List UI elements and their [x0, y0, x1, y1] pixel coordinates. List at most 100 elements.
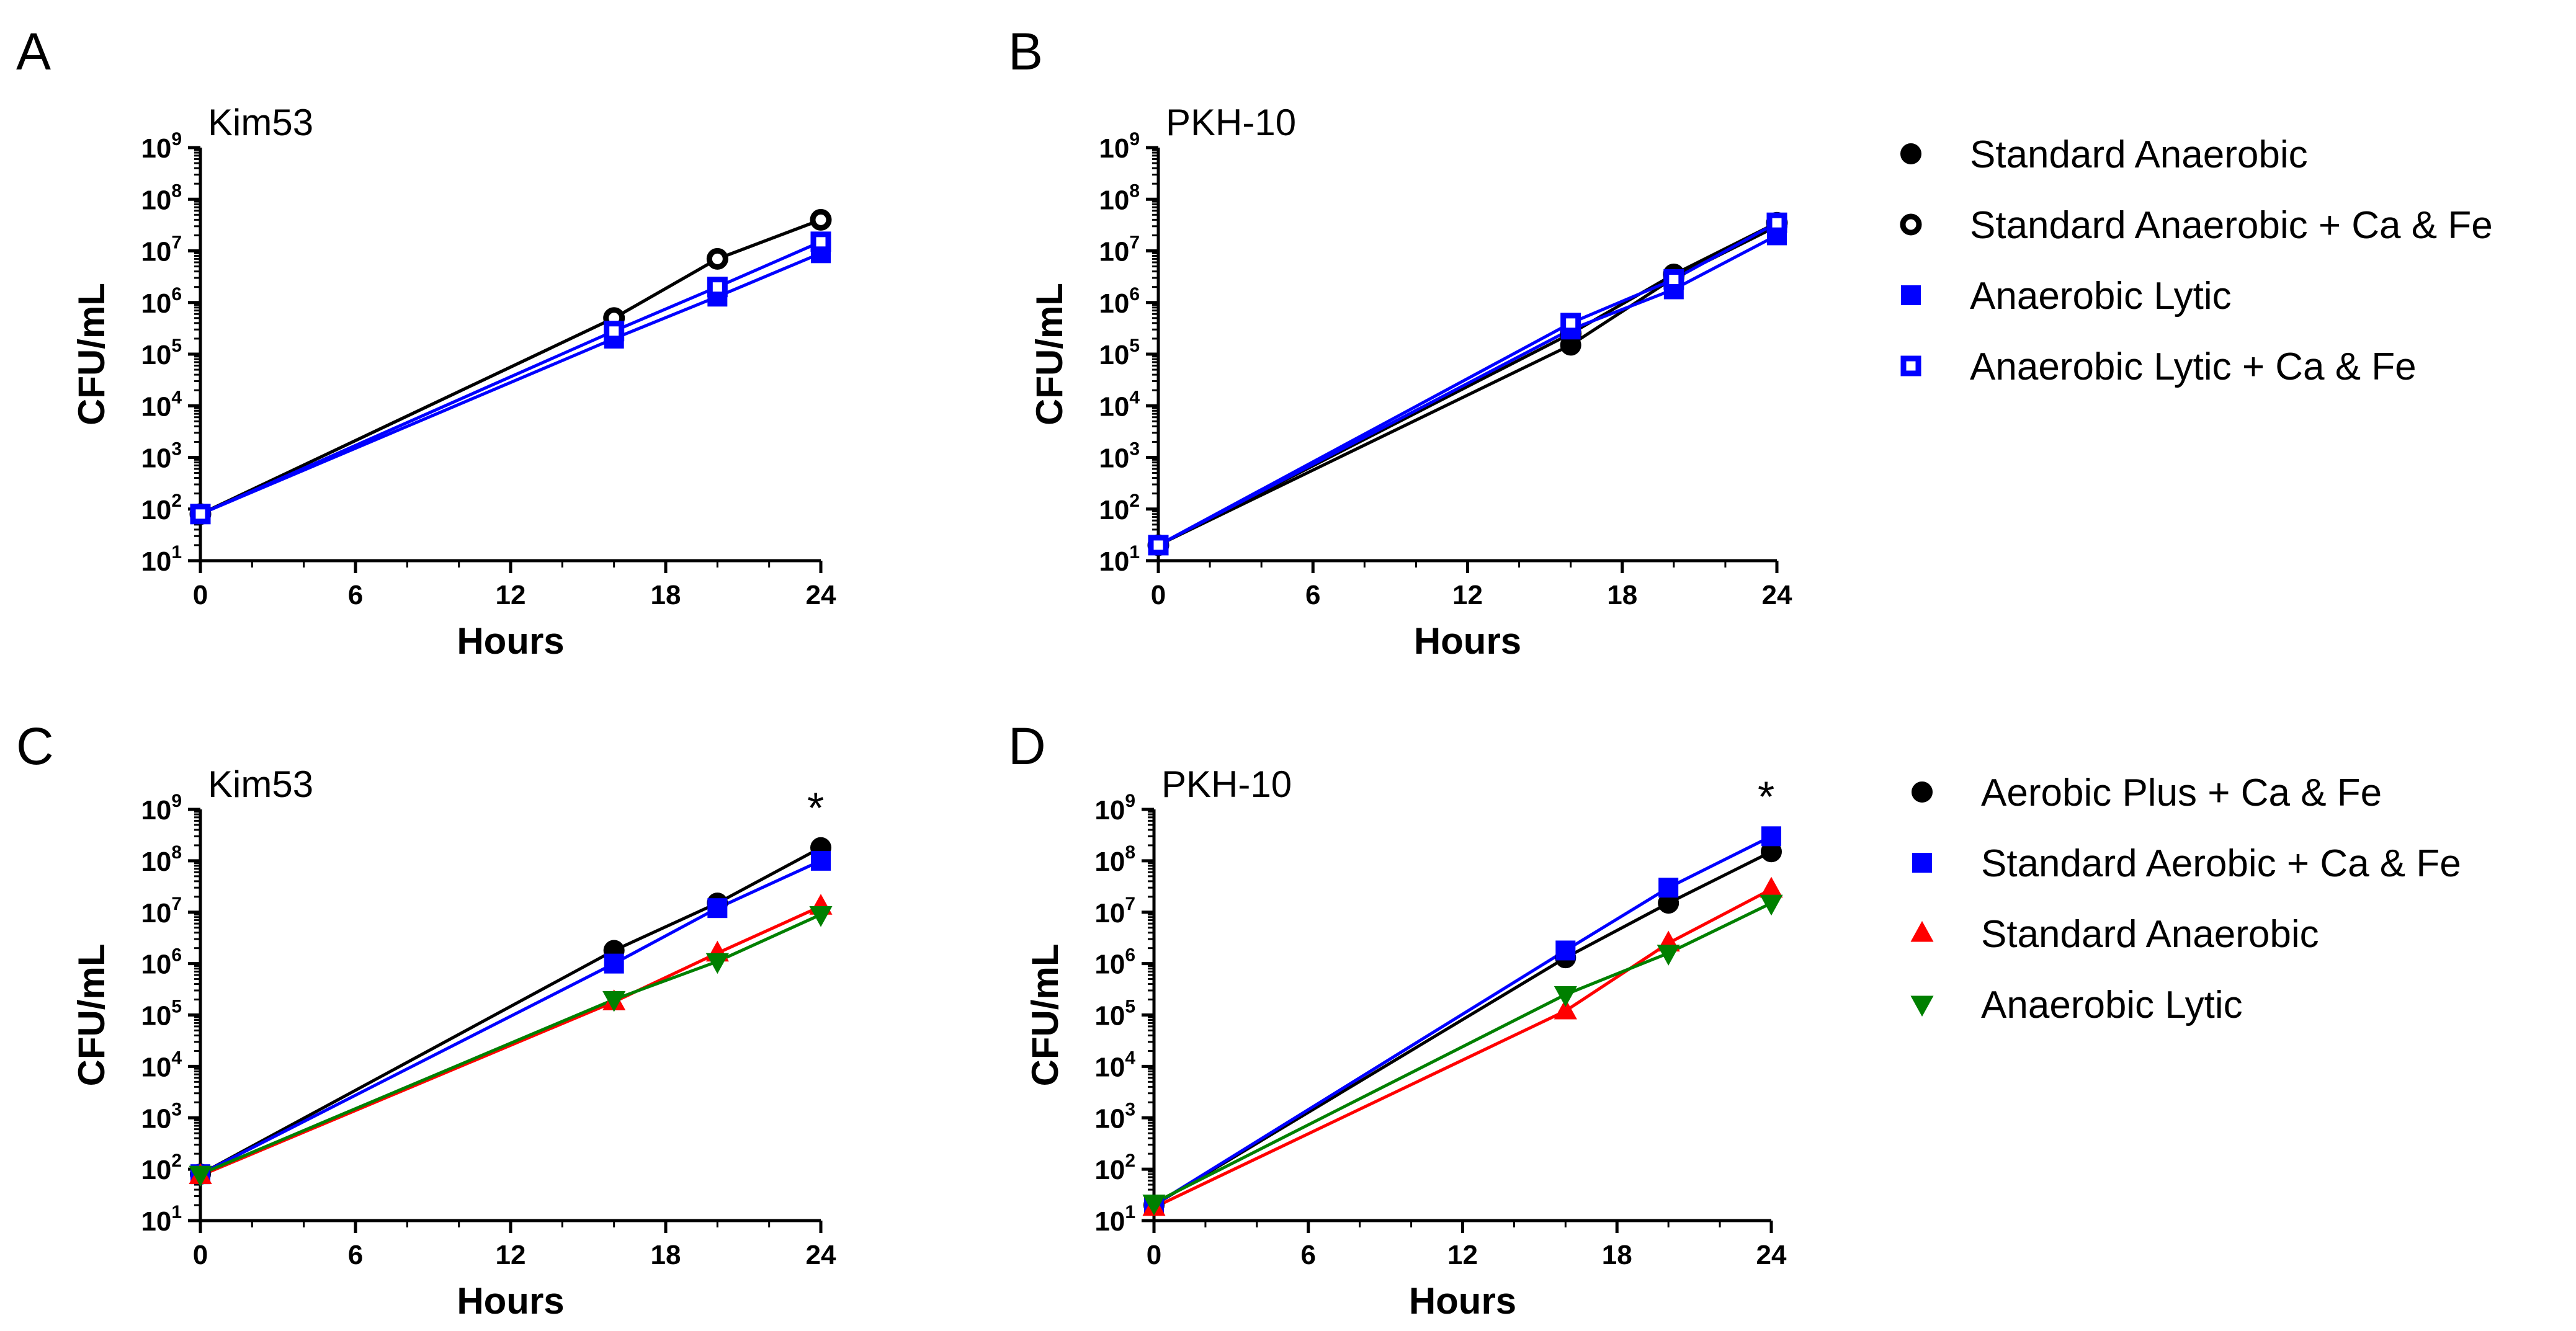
- y-tick-label: 108: [1099, 180, 1140, 215]
- legend-marker: [1910, 995, 1934, 1017]
- y-tick-label: 105: [141, 336, 182, 370]
- series-line-2: [200, 252, 821, 516]
- y-tick-label: 104: [141, 1048, 182, 1082]
- y-tick-label: 104: [1099, 387, 1140, 422]
- x-axis-label: Hours: [1414, 620, 1521, 662]
- x-tick-label: 0: [1147, 1240, 1161, 1270]
- legend-label: Standard Aerobic + Ca & Fe: [1981, 842, 2461, 885]
- y-tick-label: 105: [1099, 336, 1140, 370]
- plot-title: PKH-10: [1161, 763, 1292, 805]
- data-point: [707, 898, 728, 919]
- data-point: [1663, 269, 1684, 290]
- y-tick-label: 106: [141, 284, 182, 319]
- data-point: [706, 247, 728, 270]
- data-point: [190, 504, 211, 525]
- x-tick-label: 6: [348, 1240, 363, 1270]
- data-point: [1761, 826, 1781, 847]
- series-line-0: [1153, 850, 1773, 1207]
- data-point: [811, 850, 831, 871]
- data-point: [1554, 998, 1577, 1020]
- x-tick-label: 24: [806, 1240, 836, 1270]
- x-tick-label: 18: [651, 580, 681, 610]
- legend-marker: [1910, 920, 1934, 942]
- x-tick-label: 12: [1447, 1240, 1478, 1270]
- y-tick-label: 107: [141, 894, 182, 928]
- x-axis-label: Hours: [1409, 1280, 1516, 1322]
- series-line-3: [1153, 901, 1773, 1204]
- data-point: [1658, 878, 1679, 898]
- y-tick-label: 108: [141, 842, 182, 877]
- y-tick-label: 101: [141, 542, 182, 577]
- y-tick-label: 101: [141, 1202, 182, 1237]
- data-point: [705, 953, 729, 974]
- y-tick-label: 109: [1099, 129, 1140, 164]
- data-point: [1657, 945, 1680, 966]
- plot-title: Kim53: [208, 102, 313, 143]
- y-axis-label: CFU/mL: [71, 944, 112, 1087]
- plot-title: Kim53: [208, 763, 313, 805]
- y-tick-label: 102: [141, 1151, 182, 1185]
- legend-label: Anaerobic Lytic + Ca & Fe: [1970, 345, 2417, 388]
- legend-item: Aerobic Plus + Ca & Fe: [1912, 772, 2382, 814]
- x-tick-label: 12: [496, 580, 526, 610]
- x-tick-label: 18: [1607, 580, 1637, 610]
- y-tick-label: 109: [141, 129, 182, 164]
- x-tick-label: 18: [1602, 1240, 1632, 1270]
- data-point: [809, 906, 833, 927]
- legend-item: Standard Anaerobic: [1910, 913, 2319, 956]
- data-point: [602, 991, 626, 1012]
- series-line-1: [199, 218, 821, 516]
- y-tick-label: 104: [141, 387, 182, 422]
- series-line-2: [1153, 888, 1773, 1209]
- data-point: [1554, 986, 1577, 1007]
- series-line-3: [1157, 221, 1778, 547]
- y-tick-label: 105: [141, 997, 182, 1031]
- series-line-1: [1153, 835, 1773, 1207]
- panel-d: D PKH-10 101 102 103 104 105 106 107 108 109 0 6 12 18…: [1008, 717, 1787, 1322]
- x-tick-label: 6: [348, 580, 363, 610]
- y-tick-label: 107: [1099, 233, 1140, 267]
- series-line-2: [1157, 234, 1778, 547]
- x-tick-label: 0: [193, 1240, 208, 1270]
- x-tick-label: 18: [651, 1240, 681, 1270]
- legend-label: Standard Anaerobic: [1970, 133, 2308, 176]
- y-tick-label: 101: [1099, 542, 1140, 577]
- legend-marker: [1912, 853, 1932, 873]
- legend-label: Anaerobic Lytic: [1981, 984, 2243, 1026]
- y-tick-label: 108: [1094, 842, 1135, 877]
- x-axis-label: Hours: [457, 1280, 564, 1322]
- series-line-1: [1157, 221, 1778, 547]
- x-tick-label: 24: [806, 580, 836, 610]
- data-point: [1148, 535, 1169, 556]
- data-point: [810, 231, 831, 252]
- legend-item: Anaerobic Lytic + Ca & Fe: [1900, 345, 2417, 388]
- series-line-2: [200, 905, 822, 1177]
- x-tick-label: 0: [193, 580, 208, 610]
- series-line-1: [199, 859, 822, 1176]
- x-tick-label: 24: [1762, 580, 1792, 610]
- legend-label: Anaerobic Lytic: [1970, 275, 2232, 318]
- y-tick-label: 106: [141, 945, 182, 980]
- x-tick-label: 6: [1301, 1240, 1316, 1270]
- data-point: [604, 321, 625, 342]
- x-tick-label: 24: [1756, 1240, 1787, 1270]
- panel-letter: B: [1008, 22, 1043, 81]
- legend-bottom: Aerobic Plus + Ca & Fe Standard Aerobic +…: [1910, 772, 2461, 1026]
- data-point: [1760, 894, 1783, 916]
- significance-star: *: [1758, 772, 1774, 821]
- data-point: [810, 208, 832, 231]
- legend-marker: [1900, 355, 1921, 376]
- y-tick-label: 103: [141, 1099, 182, 1134]
- panel-letter: C: [16, 717, 54, 775]
- y-tick-label: 101: [1094, 1202, 1135, 1237]
- legend-marker: [1901, 285, 1921, 305]
- data-point: [1766, 212, 1787, 233]
- data-point: [1560, 313, 1581, 334]
- legend-item: Standard Anaerobic: [1900, 133, 2308, 176]
- data-point: [604, 953, 624, 974]
- series-line-0: [199, 846, 822, 1176]
- legend-label: Standard Anaerobic + Ca & Fe: [1970, 204, 2493, 247]
- legend-label: Standard Anaerobic: [1981, 913, 2319, 956]
- legend-item: Standard Aerobic + Ca & Fe: [1912, 842, 2461, 885]
